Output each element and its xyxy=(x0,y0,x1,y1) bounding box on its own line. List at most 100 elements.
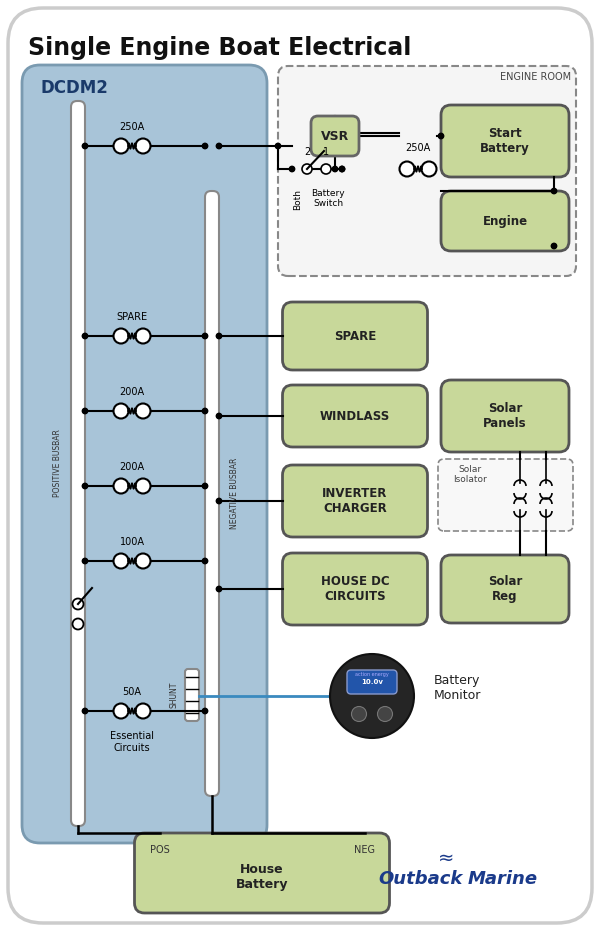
Text: Solar
Isolator: Solar Isolator xyxy=(453,465,487,484)
Circle shape xyxy=(113,329,128,344)
Text: Engine: Engine xyxy=(482,214,527,227)
Circle shape xyxy=(352,707,367,722)
Circle shape xyxy=(202,333,208,339)
Text: Marine: Marine xyxy=(468,870,538,888)
Circle shape xyxy=(82,143,88,149)
Circle shape xyxy=(202,708,208,714)
Text: Both: Both xyxy=(293,189,302,210)
Text: NEGATIVE BUSBAR: NEGATIVE BUSBAR xyxy=(230,458,239,529)
Circle shape xyxy=(136,554,151,569)
Text: Solar
Reg: Solar Reg xyxy=(488,575,522,603)
Text: Battery
Switch: Battery Switch xyxy=(311,189,345,209)
Text: Outback: Outback xyxy=(378,870,463,888)
FancyBboxPatch shape xyxy=(283,302,427,370)
Circle shape xyxy=(136,479,151,493)
FancyBboxPatch shape xyxy=(22,65,267,843)
Text: 250A: 250A xyxy=(119,122,145,132)
Circle shape xyxy=(136,139,151,154)
Text: ≈: ≈ xyxy=(438,848,454,868)
Text: VSR: VSR xyxy=(321,129,349,142)
Circle shape xyxy=(217,333,222,339)
Text: 2: 2 xyxy=(304,147,310,157)
Circle shape xyxy=(202,483,208,489)
Text: SPARE: SPARE xyxy=(334,330,376,343)
Circle shape xyxy=(82,559,88,563)
Circle shape xyxy=(551,243,557,249)
FancyBboxPatch shape xyxy=(283,553,427,625)
FancyBboxPatch shape xyxy=(8,8,592,923)
Circle shape xyxy=(330,654,414,738)
Circle shape xyxy=(73,618,83,629)
FancyBboxPatch shape xyxy=(278,66,576,276)
Text: ENGINE ROOM: ENGINE ROOM xyxy=(500,72,571,82)
Text: Essential
Circuits: Essential Circuits xyxy=(110,731,154,752)
Circle shape xyxy=(82,483,88,489)
Text: 100A: 100A xyxy=(119,537,145,547)
Circle shape xyxy=(113,479,128,493)
Circle shape xyxy=(332,167,338,171)
FancyBboxPatch shape xyxy=(441,105,569,177)
Circle shape xyxy=(217,587,222,592)
Circle shape xyxy=(421,161,437,177)
Circle shape xyxy=(82,333,88,339)
Text: INVERTER
CHARGER: INVERTER CHARGER xyxy=(322,487,388,515)
Text: SHUNT: SHUNT xyxy=(170,681,179,708)
Text: 10.0v: 10.0v xyxy=(361,679,383,685)
Text: NEG: NEG xyxy=(354,845,375,855)
Circle shape xyxy=(202,143,208,149)
Circle shape xyxy=(73,599,83,610)
Circle shape xyxy=(202,409,208,413)
Circle shape xyxy=(275,143,281,149)
Circle shape xyxy=(217,413,222,419)
Text: SPARE: SPARE xyxy=(116,312,148,322)
Circle shape xyxy=(82,708,88,714)
Circle shape xyxy=(321,164,331,174)
Circle shape xyxy=(136,329,151,344)
Text: action energy: action energy xyxy=(355,672,389,677)
Text: 50A: 50A xyxy=(122,687,142,697)
Circle shape xyxy=(113,139,128,154)
Circle shape xyxy=(113,704,128,719)
Text: DCDM2: DCDM2 xyxy=(40,79,108,97)
Text: 200A: 200A xyxy=(119,387,145,397)
FancyBboxPatch shape xyxy=(441,555,569,623)
FancyBboxPatch shape xyxy=(71,101,85,826)
Circle shape xyxy=(438,133,444,139)
FancyBboxPatch shape xyxy=(283,465,427,537)
Circle shape xyxy=(217,498,222,504)
Text: POSITIVE BUSBAR: POSITIVE BUSBAR xyxy=(53,429,62,497)
Circle shape xyxy=(302,164,312,174)
FancyBboxPatch shape xyxy=(438,459,573,531)
FancyBboxPatch shape xyxy=(185,669,199,721)
Circle shape xyxy=(377,707,392,722)
Circle shape xyxy=(289,167,295,171)
Circle shape xyxy=(136,704,151,719)
Circle shape xyxy=(340,167,344,171)
Text: 1: 1 xyxy=(323,147,329,157)
Text: HOUSE DC
CIRCUITS: HOUSE DC CIRCUITS xyxy=(320,575,389,603)
Circle shape xyxy=(113,554,128,569)
Circle shape xyxy=(113,403,128,419)
Text: POS: POS xyxy=(149,845,169,855)
Text: 200A: 200A xyxy=(119,462,145,472)
Text: 250A: 250A xyxy=(406,143,431,153)
Text: Single Engine Boat Electrical: Single Engine Boat Electrical xyxy=(28,36,412,60)
Text: Solar
Panels: Solar Panels xyxy=(483,402,527,430)
Circle shape xyxy=(551,188,557,194)
FancyBboxPatch shape xyxy=(441,380,569,452)
Circle shape xyxy=(82,409,88,413)
Text: Battery
Monitor: Battery Monitor xyxy=(434,674,481,702)
FancyBboxPatch shape xyxy=(134,833,389,913)
FancyBboxPatch shape xyxy=(283,385,427,447)
Circle shape xyxy=(136,403,151,419)
Text: WINDLASS: WINDLASS xyxy=(320,410,390,423)
Text: House
Battery: House Battery xyxy=(236,863,288,891)
Text: Start
Battery: Start Battery xyxy=(480,127,530,155)
FancyBboxPatch shape xyxy=(347,670,397,694)
Circle shape xyxy=(340,167,344,171)
Circle shape xyxy=(202,559,208,563)
Circle shape xyxy=(400,161,415,177)
Circle shape xyxy=(217,143,222,149)
FancyBboxPatch shape xyxy=(441,191,569,251)
FancyBboxPatch shape xyxy=(205,191,219,796)
